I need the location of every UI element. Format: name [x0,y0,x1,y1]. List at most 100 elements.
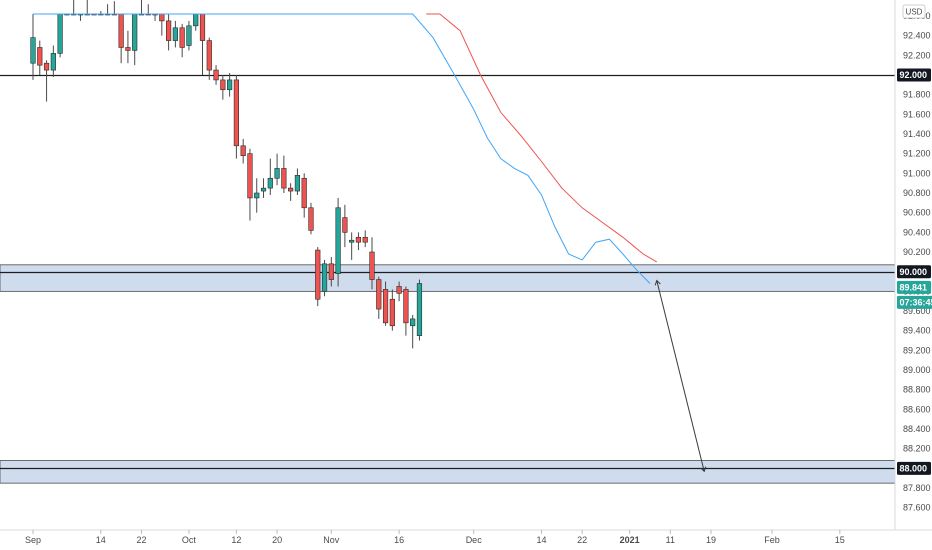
candle-body-0 [30,37,36,64]
price-tick-label-21: 91.800 [903,90,931,100]
time-tick-label-13: 19 [706,535,716,545]
candle-body-26 [206,40,212,71]
price-tag-box-1 [897,265,931,279]
price-tick-label-16: 90.800 [903,188,931,198]
candle-body-21 [172,27,178,41]
price-tick-label-8: 89.200 [903,345,931,355]
price-tick-label-18: 91.200 [903,149,931,159]
projection-start-arrowhead [654,279,661,286]
candle-body-49 [362,236,368,243]
candle-body-46 [342,217,348,233]
candle-body-3 [50,53,56,71]
candle-body-31 [240,145,246,156]
candle-body-29 [227,79,233,91]
price-tick-label-14: 90.400 [903,227,931,237]
moving-averages [33,13,658,284]
price-tick-label-13: 90.200 [903,247,931,257]
currency-badge-box [902,4,926,19]
time-tick-label-15: 15 [835,535,845,545]
projection-end-arrowhead [700,466,707,473]
price-tag-box-3 [897,295,932,309]
price-tag-label-1: 90.000 [900,267,928,277]
time-tick-label-3: Oct [182,535,197,545]
price-tag-box-2 [897,280,931,294]
candle-body-50 [369,251,375,280]
price-tick-label-6: 88.800 [903,385,931,395]
price-axis[interactable]: 87.600 87.800 88.000 88.200 88.400 88.600 88.8… [903,11,931,513]
candle-body-44 [328,263,334,280]
price-tick-label-17: 91.000 [903,168,931,178]
candle-body-39 [294,175,301,192]
candle-body-24 [193,13,199,27]
candle-body-43 [321,263,328,292]
candle-body-54 [396,286,402,294]
candle-body-35 [267,177,273,189]
price-tick-label-23: 92.200 [903,50,931,60]
candle-body-41 [308,207,314,231]
candle-body-23 [186,25,192,46]
price-tag-label-0: 92.000 [900,70,928,80]
time-tick-label-11: 2021 [620,535,640,545]
price-tag-box-4 [897,461,931,475]
price-tick-label-7: 89.000 [903,365,931,375]
candle-body-53 [389,298,395,327]
time-tick-label-12: 11 [666,535,675,545]
time-tick-label-9: 14 [536,535,546,545]
candles [30,0,423,349]
time-tick-label-4: 12 [231,535,241,545]
zone-rect-0[interactable] [0,264,896,292]
time-tick-label-6: Nov [323,535,340,545]
horizontal-levels [0,74,895,470]
time-tick-label-5: 20 [272,535,282,545]
price-tick-label-10: 89.600 [903,306,931,316]
currency-label: USD [906,8,923,17]
price-tick-label-4: 88.400 [903,424,931,434]
currency-badge[interactable]: USD [902,4,926,19]
price-tick-label-20: 91.600 [903,109,931,119]
candle-body-56 [410,318,416,327]
candle-body-15 [132,13,138,51]
candle-body-33 [254,192,260,199]
price-tag-box-0 [897,68,931,82]
candle-body-40 [301,177,307,209]
candle-body-30 [233,79,240,147]
candle-body-36 [274,168,280,179]
zone-rect-1[interactable] [0,460,896,484]
time-tick-label-14: Feb [764,535,780,545]
candle-body-13 [118,13,124,48]
price-tick-label-19: 91.400 [903,129,931,139]
candle-body-32 [247,153,253,199]
candle-body-38 [288,187,294,192]
time-tick-label-8: Dec [466,535,483,545]
candle-body-34 [260,187,267,192]
price-tag-label-3: 07:36:45 [900,298,932,308]
projection-arrow[interactable] [654,279,707,473]
candle-body-22 [179,27,185,48]
price-tick-label-3: 88.200 [903,444,931,454]
candle-body-19 [159,13,165,22]
time-axis[interactable]: Sep 14 22 Oct 12 20 Nov 16 Dec 14 22 2021 11 19 Feb 15 [25,530,845,545]
candle-body-37 [281,168,287,189]
moving-average-fast [33,13,651,284]
candle-body-28 [220,79,226,91]
projection-line[interactable] [656,280,705,472]
price-tick-label-1: 87.800 [903,483,931,493]
time-tick-label-10: 22 [577,535,587,545]
candle-body-52 [382,289,389,324]
time-tick-label-1: 14 [96,535,106,545]
candle-body-2 [43,62,50,71]
candle-body-51 [376,279,382,310]
time-tick-label-0: Sep [25,535,41,545]
price-tag-label-4: 88.000 [900,464,928,474]
price-tick-label-0: 87.600 [903,503,931,513]
candle-body-1 [37,47,43,66]
time-tick-label-7: 16 [394,535,404,545]
price-tag-label-2: 89.841 [900,283,928,293]
price-tick-label-15: 90.600 [903,208,931,218]
candle-body-42 [315,249,321,300]
price-tick-label-24: 92.400 [903,31,931,41]
candle-body-57 [416,283,423,336]
candle-body-20 [166,20,172,41]
candle-body-55 [403,289,409,324]
